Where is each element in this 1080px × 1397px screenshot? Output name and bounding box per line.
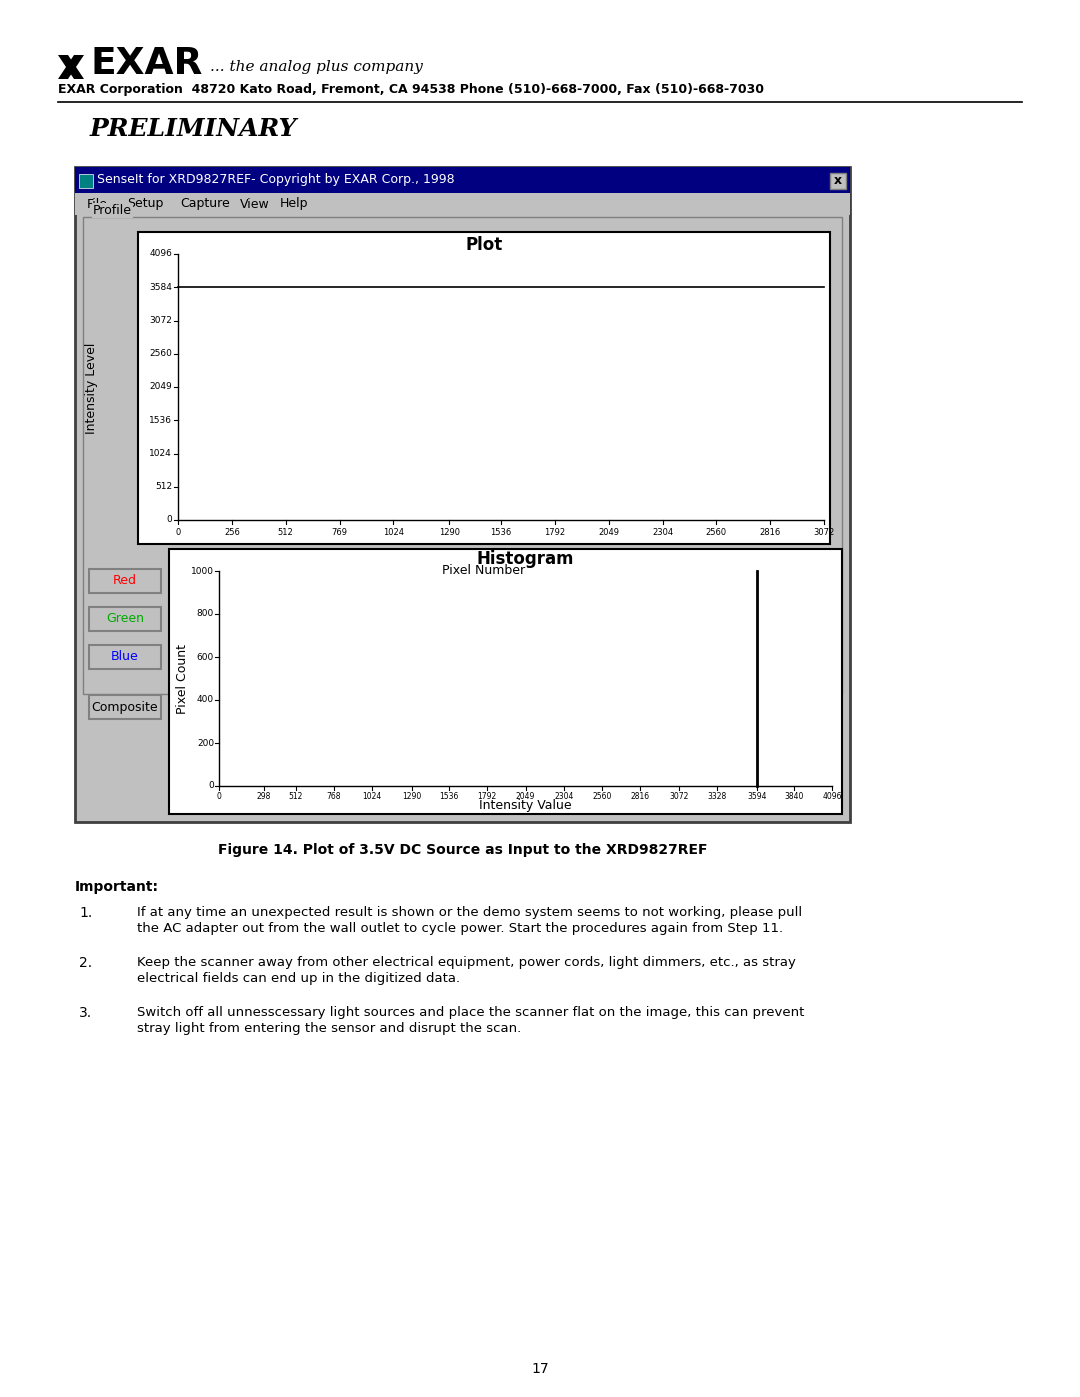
Text: 1290: 1290	[403, 792, 421, 800]
Text: 2560: 2560	[149, 349, 172, 358]
Bar	[138, 232, 831, 543]
Text: Switch off all unnesscessary light sources and place the scanner flat on the ima: Switch off all unnesscessary light sourc…	[137, 1006, 805, 1018]
Text: Important:: Important:	[75, 880, 159, 894]
Text: 600: 600	[197, 652, 214, 662]
Text: Pixel Number: Pixel Number	[443, 563, 526, 577]
Text: 17: 17	[531, 1362, 549, 1376]
Text: 2304: 2304	[652, 528, 673, 536]
Text: Capture: Capture	[180, 197, 230, 211]
Text: 0: 0	[208, 781, 214, 791]
Text: 0: 0	[166, 515, 172, 524]
Bar	[168, 549, 842, 814]
Text: 3594: 3594	[747, 792, 767, 800]
Text: Red: Red	[113, 574, 137, 588]
Text: Help: Help	[280, 197, 309, 211]
Text: Blue: Blue	[111, 651, 139, 664]
Text: 1.: 1.	[79, 907, 92, 921]
Text: 3.: 3.	[79, 1006, 92, 1020]
Text: 2049: 2049	[149, 383, 172, 391]
Text: 2049: 2049	[598, 528, 619, 536]
Text: 3584: 3584	[149, 282, 172, 292]
Text: Pixel Count: Pixel Count	[175, 644, 189, 714]
Polygon shape	[58, 54, 84, 80]
Bar	[831, 173, 846, 189]
Bar	[89, 645, 161, 669]
Text: 1024: 1024	[363, 792, 382, 800]
Text: 768: 768	[326, 792, 341, 800]
Text: 2.: 2.	[79, 956, 92, 970]
Text: electrical fields can end up in the digitized data.: electrical fields can end up in the digi…	[137, 972, 460, 985]
Text: Plot: Plot	[465, 236, 502, 254]
Text: 200: 200	[197, 739, 214, 747]
Bar	[75, 168, 850, 821]
Bar	[89, 608, 161, 631]
Text: Histogram: Histogram	[476, 550, 575, 569]
Text: EXAR Corporation  48720 Kato Road, Fremont, CA 94538 Phone (510)-668-7000, Fax (: EXAR Corporation 48720 Kato Road, Fremon…	[58, 82, 764, 95]
Text: If at any time an unexpected result is shown or the demo system seems to not wor: If at any time an unexpected result is s…	[137, 907, 802, 919]
Text: the AC adapter out from the wall outlet to cycle power. Start the procedures aga: the AC adapter out from the wall outlet …	[137, 922, 783, 935]
Text: 1792: 1792	[544, 528, 566, 536]
Text: Setup: Setup	[127, 197, 163, 211]
Text: 1536: 1536	[440, 792, 459, 800]
Bar	[75, 193, 850, 215]
Text: Intensity Level: Intensity Level	[85, 342, 98, 433]
Text: Profile: Profile	[93, 204, 132, 217]
Text: 3072: 3072	[149, 316, 172, 326]
Text: 0: 0	[175, 528, 180, 536]
Bar	[89, 569, 161, 592]
Text: 512: 512	[154, 482, 172, 492]
Bar	[79, 175, 93, 189]
Text: Keep the scanner away from other electrical equipment, power cords, light dimmer: Keep the scanner away from other electri…	[137, 956, 796, 970]
Text: 1290: 1290	[438, 528, 460, 536]
Text: 3072: 3072	[813, 528, 835, 536]
Text: 2049: 2049	[516, 792, 536, 800]
Text: File: File	[87, 197, 108, 211]
Text: 2560: 2560	[593, 792, 611, 800]
Text: 1536: 1536	[149, 416, 172, 425]
Text: ... the analog plus company: ... the analog plus company	[210, 60, 423, 74]
Text: 1536: 1536	[490, 528, 512, 536]
Text: 4096: 4096	[149, 250, 172, 258]
Text: 2816: 2816	[631, 792, 650, 800]
Text: 2304: 2304	[554, 792, 573, 800]
Text: 0: 0	[217, 792, 221, 800]
Text: 3840: 3840	[784, 792, 804, 800]
Text: 512: 512	[278, 528, 294, 536]
Text: 4096: 4096	[822, 792, 841, 800]
Bar	[83, 217, 842, 694]
Text: 512: 512	[288, 792, 302, 800]
Text: Composite: Composite	[92, 700, 159, 714]
Text: Intensity Value: Intensity Value	[480, 799, 571, 813]
Text: 1792: 1792	[477, 792, 497, 800]
Text: x: x	[834, 173, 842, 187]
Text: 2816: 2816	[759, 528, 781, 536]
Text: 800: 800	[197, 609, 214, 619]
Text: 2560: 2560	[705, 528, 727, 536]
Text: 3328: 3328	[707, 792, 727, 800]
Text: 3072: 3072	[670, 792, 688, 800]
Text: 1024: 1024	[149, 448, 172, 458]
Bar	[75, 168, 850, 193]
Text: Figure 14. Plot of 3.5V DC Source as Input to the XRD9827REF: Figure 14. Plot of 3.5V DC Source as Inp…	[218, 842, 707, 856]
Bar	[89, 694, 161, 719]
Text: 769: 769	[332, 528, 348, 536]
Text: SenseIt for XRD9827REF- Copyright by EXAR Corp., 1998: SenseIt for XRD9827REF- Copyright by EXA…	[97, 173, 455, 187]
Text: 1024: 1024	[382, 528, 404, 536]
Text: stray light from entering the sensor and disrupt the scan.: stray light from entering the sensor and…	[137, 1023, 522, 1035]
Text: EXAR: EXAR	[90, 46, 202, 82]
Text: 1000: 1000	[191, 567, 214, 576]
Text: 400: 400	[197, 696, 214, 704]
Text: View: View	[240, 197, 270, 211]
Polygon shape	[58, 54, 84, 80]
Text: 256: 256	[224, 528, 240, 536]
Text: 298: 298	[256, 792, 271, 800]
Text: PRELIMINARY: PRELIMINARY	[90, 117, 297, 141]
Text: Green: Green	[106, 612, 144, 626]
